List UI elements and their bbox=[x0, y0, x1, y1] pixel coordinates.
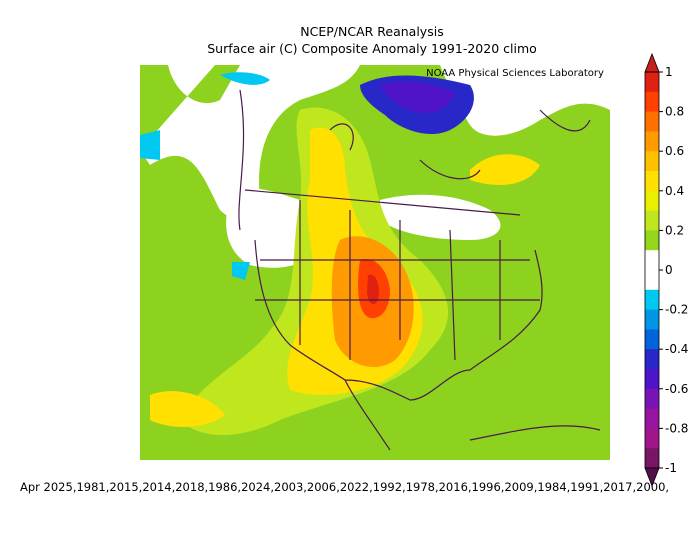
colorbar-segment bbox=[645, 230, 659, 251]
colorbar-segment bbox=[645, 448, 659, 469]
title: NCEP/NCAR Reanalysis bbox=[300, 24, 443, 39]
colorbar-segment bbox=[645, 250, 659, 271]
footer: Apr 2025,1981,2015,2014,2018,1986,2024,2… bbox=[20, 480, 669, 494]
colorbar-label: -0.4 bbox=[665, 342, 688, 356]
map-white bbox=[140, 65, 360, 220]
colorbar-segment bbox=[645, 190, 659, 212]
map-white bbox=[380, 194, 501, 240]
colorbar-segment bbox=[645, 309, 659, 330]
colorbar-segment bbox=[645, 72, 659, 93]
colorbar-segment bbox=[645, 369, 659, 390]
map-white bbox=[440, 65, 610, 136]
colorbar-segment bbox=[645, 428, 659, 449]
colorbar-label: 0.8 bbox=[665, 105, 684, 119]
colorbar-segment bbox=[645, 388, 659, 410]
colorbar: 1 0.8 0.6 0.4 0.2 0 -0.2 -0.4 -0.6 -0.8 -1 bbox=[644, 52, 688, 488]
colorbar-segment bbox=[645, 289, 659, 311]
colorbar-segment bbox=[645, 329, 659, 350]
borders bbox=[238, 89, 601, 451]
colorbar-segment bbox=[645, 349, 659, 370]
colorbar-label: -0.2 bbox=[665, 303, 688, 317]
colorbar-segment bbox=[645, 151, 659, 172]
credit: NOAA Physical Sciences Laboratory bbox=[426, 68, 604, 79]
colorbar-segment bbox=[645, 270, 659, 291]
colorbar-segment bbox=[645, 408, 659, 429]
map-hot bbox=[367, 274, 379, 305]
subtitle: Surface air (C) Composite Anomaly 1991-2… bbox=[207, 41, 537, 56]
colorbar-segment bbox=[645, 210, 659, 231]
colorbar-label: -1 bbox=[665, 461, 677, 475]
colorbar-label: -0.6 bbox=[665, 382, 688, 396]
colorbar-label: 0 bbox=[665, 263, 673, 277]
colorbar-label: 0.6 bbox=[665, 144, 684, 158]
map bbox=[140, 65, 610, 460]
colorbar-label: 1 bbox=[665, 65, 673, 79]
colorbar-label: 0.2 bbox=[665, 223, 684, 237]
colorbar-label: 0.4 bbox=[665, 184, 684, 198]
colorbar-over bbox=[644, 52, 660, 73]
colorbar-segment bbox=[645, 91, 659, 113]
colorbar-segment bbox=[645, 171, 659, 192]
state-line bbox=[255, 200, 540, 361]
colorbar-label: -0.8 bbox=[665, 421, 688, 435]
colorbar-segment bbox=[645, 111, 659, 132]
colorbar-segment bbox=[645, 131, 659, 152]
border-line bbox=[244, 189, 543, 451]
coast-line bbox=[238, 89, 601, 441]
map-warm bbox=[150, 154, 540, 427]
map-cold bbox=[380, 81, 455, 114]
